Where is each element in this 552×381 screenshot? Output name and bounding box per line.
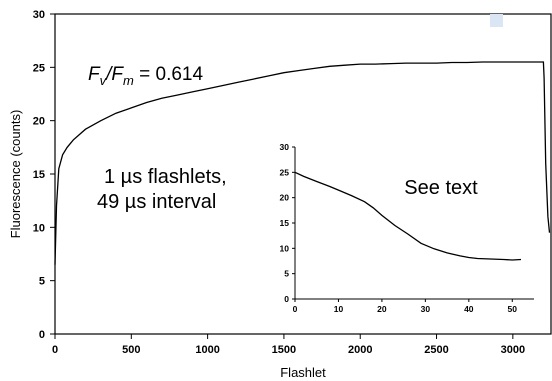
main-y-tick-label: 25 xyxy=(33,62,45,74)
inset-y-tick-label: 10 xyxy=(280,243,290,253)
fvfm-f1: F xyxy=(88,64,101,85)
inset-series-line xyxy=(294,171,522,261)
flashlet-annotation-line1: 1 µs flashlets, xyxy=(104,166,227,188)
inset-y-tick-label: 0 xyxy=(284,294,289,304)
inset-x-tick-label: 40 xyxy=(464,304,474,314)
main-x-tick-label: 1500 xyxy=(272,344,296,356)
main-x-tick-label: 500 xyxy=(122,344,140,356)
main-series-line xyxy=(54,61,551,265)
main-x-tick-label: 3000 xyxy=(501,344,525,356)
corner-marker xyxy=(490,14,503,27)
inset-y-tick-label: 20 xyxy=(280,193,290,203)
inset-x-tick-label: 30 xyxy=(421,304,431,314)
inset-tick-group xyxy=(292,146,513,302)
main-y-tick-label: 20 xyxy=(33,116,45,128)
inset-x-tick-label: 20 xyxy=(377,304,387,314)
fvfm-slash: / xyxy=(104,64,113,85)
inset-background xyxy=(270,140,534,322)
main-x-tick-label: 2000 xyxy=(348,344,372,356)
inset-annotation: See text xyxy=(404,177,478,199)
main-y-tick-label: 30 xyxy=(33,9,45,21)
inset-tick-label-group: 0 10 20 30 40 50 0 5 10 15 20 25 30 xyxy=(280,142,518,314)
main-x-tick-label: 0 xyxy=(52,344,58,356)
main-tick-group xyxy=(50,13,514,339)
inset-x-tick-label: 50 xyxy=(508,304,518,314)
inset-y-tick-label: 30 xyxy=(280,142,290,152)
fvfm-f2: F xyxy=(111,64,124,85)
flashlet-annotation-line2: 49 µs interval xyxy=(97,191,216,213)
main-y-tick-label: 0 xyxy=(39,329,45,341)
main-x-tick-label: 1000 xyxy=(195,344,219,356)
x-axis-label: Flashlet xyxy=(280,365,326,380)
main-y-tick-label: 5 xyxy=(39,276,45,288)
fvfm-value: = 0.614 xyxy=(134,64,204,85)
inset-y-tick-label: 25 xyxy=(280,167,290,177)
fvfm-sub1: v xyxy=(100,73,108,88)
inset-x-tick-label: 10 xyxy=(334,304,344,314)
main-y-tick-label: 10 xyxy=(33,222,45,234)
inset-y-tick-label: 5 xyxy=(284,269,289,279)
y-axis-label: Fluorescence (counts) xyxy=(8,110,23,239)
main-x-tick-label: 2500 xyxy=(424,344,448,356)
inset-x-tick-label: 0 xyxy=(293,304,298,314)
main-y-tick-label: 15 xyxy=(33,169,45,181)
fvfm-sub2: m xyxy=(123,73,134,88)
fvfm-annotation: Fv/Fm = 0.614 xyxy=(88,64,203,88)
inset-y-tick-label: 15 xyxy=(280,218,290,228)
